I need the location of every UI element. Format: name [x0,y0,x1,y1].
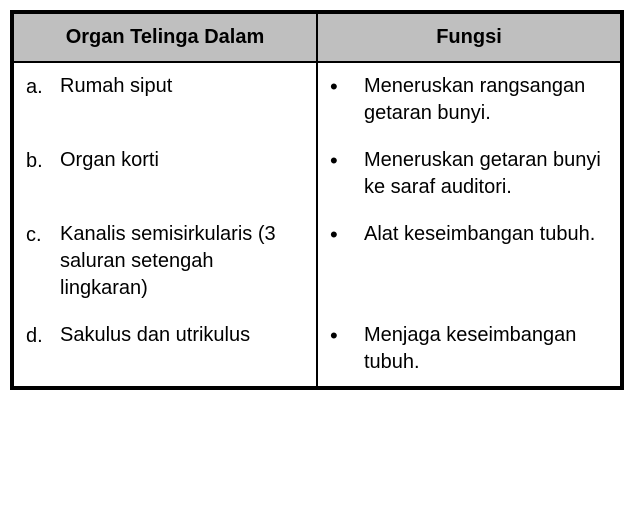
organ-name: Rumah siput [60,73,304,100]
bullet-icon: • [330,322,364,348]
organ-name: Kanalis semisirkularis (3 saluran seteng… [60,221,304,302]
fungsi-text: Menjaga keseimbangan tubuh. [364,322,608,376]
organ-name: Sakulus dan utrikulus [60,322,304,349]
fungsi-text: Meneruskan getaran bunyi ke saraf audito… [364,147,608,201]
bullet-icon: • [330,147,364,173]
row-marker: a. [26,73,60,101]
inner-ear-table: Organ Telinga Dalam Fungsi a. Rumah sipu… [10,10,624,390]
col-header-fungsi: Fungsi [317,13,621,62]
fungsi-text: Alat keseimbangan tubuh. [364,221,608,248]
organ-name: Organ korti [60,147,304,174]
row-marker: d. [26,322,60,350]
bullet-icon: • [330,73,364,99]
col-header-organ: Organ Telinga Dalam [13,13,317,62]
table-row: c. Kanalis semisirkularis (3 saluran set… [13,211,621,312]
table-row: b. Organ korti • Meneruskan getaran buny… [13,137,621,211]
fungsi-text: Meneruskan rangsangan getaran bunyi. [364,73,608,127]
bullet-icon: • [330,221,364,247]
row-marker: c. [26,221,60,249]
table-row: d. Sakulus dan utrikulus • Menjaga kesei… [13,312,621,387]
table: Organ Telinga Dalam Fungsi a. Rumah sipu… [12,12,622,388]
table-row: a. Rumah siput • Meneruskan rangsangan g… [13,62,621,137]
row-marker: b. [26,147,60,175]
